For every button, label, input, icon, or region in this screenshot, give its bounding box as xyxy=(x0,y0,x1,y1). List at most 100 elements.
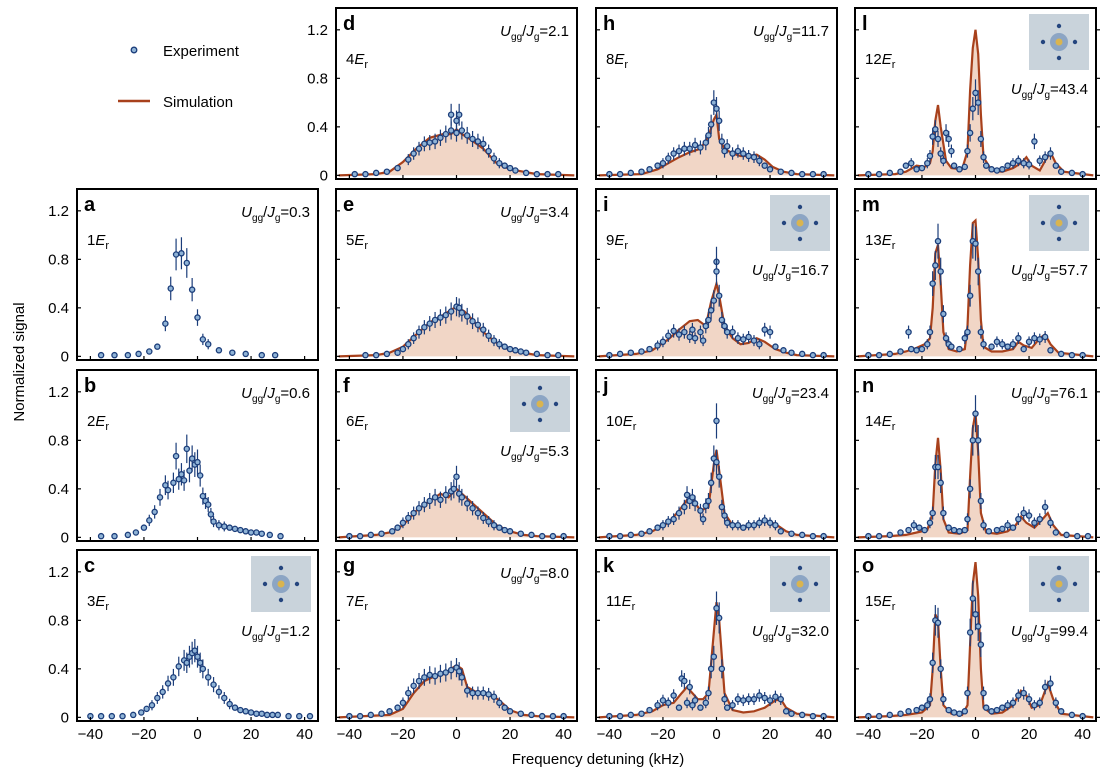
panel-n: n 14Er Ugg/Jg=76.1 xyxy=(854,369,1100,542)
experiment-point xyxy=(1004,343,1011,350)
panel-f: f 6Er Ugg/Jg=5.3 xyxy=(335,369,578,542)
experiment-point xyxy=(699,515,707,523)
experiment-point xyxy=(388,528,396,535)
experiment-point xyxy=(415,677,423,685)
experiment-point xyxy=(469,505,476,512)
experiment-point xyxy=(394,704,401,711)
experiment-point xyxy=(1036,699,1044,707)
experiment-point xyxy=(1052,699,1060,707)
experiment-point xyxy=(170,674,177,681)
experiment-point xyxy=(474,138,482,145)
experiment-point xyxy=(993,167,1001,174)
experiment-point xyxy=(194,458,201,466)
experiment-point xyxy=(713,105,720,112)
simulation-line xyxy=(598,111,835,177)
experiment-point xyxy=(1004,521,1011,529)
experiment-point xyxy=(1025,338,1033,346)
experiment-point xyxy=(691,334,699,342)
experiment-point xyxy=(453,117,460,125)
experiment-point xyxy=(132,529,140,536)
lattice-depth-label: 10Er xyxy=(606,413,637,433)
experiment-point xyxy=(410,509,417,517)
x-tick-label: 20 xyxy=(502,726,519,743)
experiment-point xyxy=(745,695,752,703)
experiment-point xyxy=(496,159,503,167)
experiment-point xyxy=(285,712,292,720)
experiment-point xyxy=(111,532,118,540)
experiment-point xyxy=(723,519,731,527)
panel-letter: l xyxy=(862,13,868,35)
experiment-point xyxy=(442,130,450,138)
experiment-point xyxy=(750,521,758,529)
experiment-point xyxy=(665,699,672,707)
experiment-point xyxy=(501,704,508,711)
inset-side-peak xyxy=(781,220,787,226)
panel-letter: e xyxy=(343,194,354,216)
experiment-point xyxy=(512,167,519,174)
experiment-point xyxy=(659,338,667,346)
experiment-point xyxy=(940,157,947,165)
experiment-point xyxy=(966,129,974,137)
experiment-point xyxy=(689,326,696,333)
experiment-point xyxy=(421,501,428,508)
experiment-point xyxy=(269,711,276,719)
experiment-point xyxy=(734,147,742,155)
experiment-point xyxy=(948,343,955,350)
experiment-point xyxy=(977,641,985,648)
inset-side-peak xyxy=(294,581,300,587)
experiment-point xyxy=(167,285,174,292)
panel-a: a 1Er Ugg/Jg=0.3 0 0.4 0.8 1.2 xyxy=(48,188,319,365)
experiment-point xyxy=(875,351,883,359)
experiment-point xyxy=(386,708,393,715)
panel-k: k 11Er Ugg/Jg=32.0 −40 −20 0 20 40 xyxy=(595,549,838,743)
experiment-point xyxy=(394,524,401,531)
experiment-point xyxy=(1063,531,1070,539)
experiment-point xyxy=(627,711,635,719)
inset-diffraction-image xyxy=(1029,195,1089,251)
experiment-point xyxy=(875,712,883,720)
experiment-point xyxy=(394,349,401,356)
experiment-point xyxy=(697,704,704,711)
experiment-point xyxy=(1025,695,1033,703)
experiment-point xyxy=(108,712,116,720)
legend-experiment-label: Experiment xyxy=(163,43,240,60)
experiment-point xyxy=(745,333,752,341)
experiment-point xyxy=(496,699,503,707)
experiment-point xyxy=(183,659,191,667)
interaction-ratio-label: Ugg/Jg=99.4 xyxy=(1011,623,1088,643)
experiment-point xyxy=(463,500,471,507)
experiment-point xyxy=(702,699,710,707)
experiment-point xyxy=(745,521,752,529)
experiment-point xyxy=(426,671,433,679)
experiment-point xyxy=(1020,345,1027,353)
experiment-point xyxy=(447,308,455,315)
experiment-point xyxy=(809,712,817,720)
experiment-point xyxy=(999,340,1006,348)
experiment-point xyxy=(1036,336,1044,343)
panel-letter: f xyxy=(343,375,350,397)
experiment-point xyxy=(405,689,412,697)
experiment-point xyxy=(458,494,466,501)
experiment-point xyxy=(204,674,212,681)
inset-side-peak xyxy=(813,581,819,587)
experiment-point xyxy=(119,712,126,720)
experiment-point xyxy=(154,694,161,702)
experiment-point xyxy=(972,240,979,247)
experiment-point xyxy=(469,317,476,325)
experiment-point xyxy=(1057,350,1065,358)
experiment-point xyxy=(463,132,471,139)
inset-side-peak xyxy=(1040,581,1046,587)
x-tick-label: 0 xyxy=(971,726,979,743)
experiment-point xyxy=(918,164,926,172)
experiment-point xyxy=(1041,503,1049,511)
experiment-point xyxy=(974,99,982,106)
experiment-point xyxy=(1004,701,1011,709)
experiment-point xyxy=(740,697,747,704)
experiment-point xyxy=(675,704,683,711)
experiment-point xyxy=(929,659,936,667)
experiment-point xyxy=(431,316,439,324)
x-tick-label: −20 xyxy=(131,726,156,743)
experiment-point xyxy=(993,526,1001,534)
experiment-point xyxy=(646,345,653,353)
